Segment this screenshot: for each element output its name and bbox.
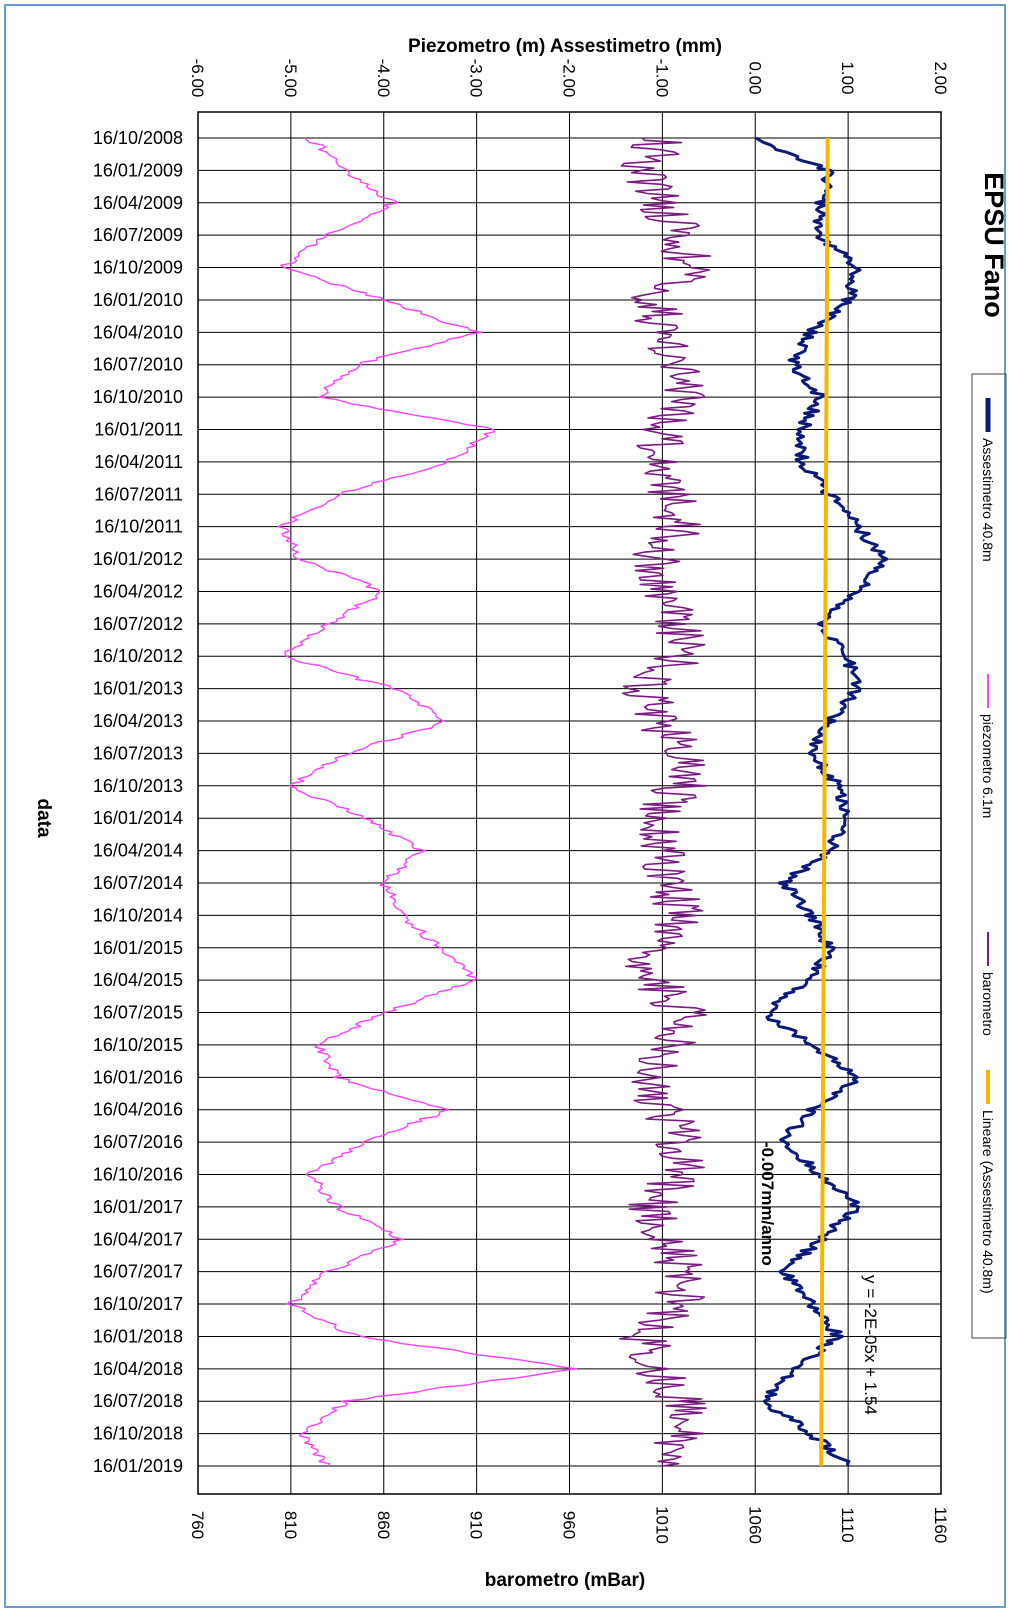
date-tick-label: 16/04/2013	[93, 711, 183, 731]
top-axis-ticks: -6.00 -5.00 -4.00 -3.00 -2.00 -1.00 0.00 1.00 2.…	[188, 59, 950, 98]
date-tick-label: 16/10/2017	[93, 1294, 183, 1314]
date-tick-label: 16/10/2015	[93, 1035, 183, 1055]
date-tick-label: 16/07/2009	[93, 225, 183, 245]
date-tick-label: 16/07/2012	[93, 614, 183, 634]
date-tick-label: 16/01/2016	[93, 1067, 183, 1087]
top-axis-title: Piezometro (m) Assestimetro (mm)	[408, 36, 722, 57]
legend-label: piezometro 6.1m	[980, 714, 996, 818]
bottom-axis-ticks: 760 810 860 910 960 1010 1060 1110 1160	[188, 1506, 950, 1544]
date-tick-label: 16/01/2019	[93, 1456, 183, 1476]
date-tick-label: 16/01/2013	[93, 679, 183, 699]
legend-box	[971, 373, 1007, 1339]
legend: Assestimetro 40.8m piezometro 6.1m baromet…	[971, 373, 1007, 1339]
date-tick-label: 16/01/2018	[93, 1326, 183, 1346]
date-tick-label: 16/10/2014	[93, 905, 183, 925]
series-layer	[277, 136, 889, 1467]
date-tick-label: 16/07/2015	[93, 1003, 183, 1023]
date-tick-label: 16/01/2015	[93, 938, 183, 958]
date-tick-label: 16/04/2014	[93, 841, 183, 861]
top-tick-label: 0.00	[745, 61, 764, 94]
date-tick-label: 16/10/2012	[93, 646, 183, 666]
legend-label: Assestimetro 40.8m	[980, 438, 996, 562]
bottom-tick-label: 960	[560, 1511, 579, 1539]
date-tick-label: 16/10/2009	[93, 258, 183, 278]
trend-equation: y = -2E-05x + 1.54	[861, 1275, 880, 1415]
date-tick-label: 16/01/2012	[93, 549, 183, 569]
date-tick-label: 16/07/2013	[93, 743, 183, 763]
date-tick-label: 16/01/2011	[94, 420, 183, 440]
series-line-piezometro	[277, 137, 578, 1467]
series-line-assestimetro	[755, 136, 889, 1467]
date-tick-label: 16/04/2017	[93, 1229, 183, 1249]
top-tick-label: -2.00	[560, 59, 579, 98]
date-tick-label: 16/04/2011	[94, 452, 183, 472]
top-tick-label: -5.00	[281, 59, 300, 98]
date-tick-label: 16/01/2014	[93, 808, 183, 828]
plot-area	[197, 111, 942, 1495]
top-tick-label: -6.00	[188, 59, 207, 98]
series-line-barometro	[619, 137, 712, 1467]
date-tick-label: 16/10/2016	[93, 1164, 183, 1184]
top-tick-label: 2.00	[931, 61, 950, 94]
date-axis-title: data	[33, 798, 54, 838]
date-tick-label: 16/07/2016	[93, 1132, 183, 1152]
date-tick-label: 16/01/2017	[93, 1197, 183, 1217]
date-tick-label: 16/01/2010	[93, 290, 183, 310]
top-tick-label: -3.00	[467, 59, 486, 98]
bottom-tick-label: 1160	[931, 1507, 950, 1544]
date-tick-label: 16/07/2014	[93, 873, 183, 893]
legend-label: barometro	[980, 972, 996, 1036]
top-tick-label: 1.00	[838, 61, 857, 94]
date-tick-label: 16/07/2011	[94, 484, 183, 504]
chart-title: EPSU Fano	[979, 172, 1009, 318]
date-tick-label: 16/04/2016	[93, 1100, 183, 1120]
legend-label: Lineare (Assestimetro 40.8m)	[980, 1110, 996, 1294]
bottom-axis-title: barometro (mBar)	[485, 1570, 645, 1591]
date-tick-label: 16/10/2013	[93, 776, 183, 796]
bottom-tick-label: 810	[281, 1511, 300, 1539]
date-tick-label: 16/10/2011	[94, 517, 183, 537]
bottom-tick-label: 1010	[652, 1506, 671, 1544]
trend-rate: -0.007mm/anno	[758, 1142, 777, 1266]
top-tick-label: -4.00	[374, 59, 393, 98]
date-tick-label: 16/10/2010	[93, 387, 183, 407]
series-line-trend	[819, 137, 830, 1467]
date-tick-label: 16/04/2009	[93, 193, 183, 213]
date-tick-label: 16/04/2018	[93, 1359, 183, 1379]
date-tick-label: 16/04/2015	[93, 970, 183, 990]
date-axis-ticks: 16/10/2008 16/01/2009 16/04/2009 16/07/2009…	[93, 128, 183, 1476]
bottom-tick-label: 1110	[838, 1507, 857, 1542]
date-tick-label: 16/01/2009	[93, 160, 183, 180]
date-tick-label: 16/07/2017	[93, 1262, 183, 1282]
bottom-tick-label: 910	[467, 1511, 486, 1539]
bottom-tick-label: 760	[188, 1511, 207, 1539]
date-tick-label: 16/10/2008	[93, 128, 183, 148]
bottom-tick-label: 860	[374, 1511, 393, 1539]
date-tick-label: 16/04/2012	[93, 581, 183, 601]
date-tick-label: 16/10/2018	[93, 1424, 183, 1444]
top-tick-label: -1.00	[652, 59, 671, 98]
date-tick-label: 16/07/2010	[93, 355, 183, 375]
bottom-tick-label: 1060	[745, 1506, 764, 1544]
date-tick-label: 16/07/2018	[93, 1391, 183, 1411]
date-tick-label: 16/04/2010	[93, 322, 183, 342]
